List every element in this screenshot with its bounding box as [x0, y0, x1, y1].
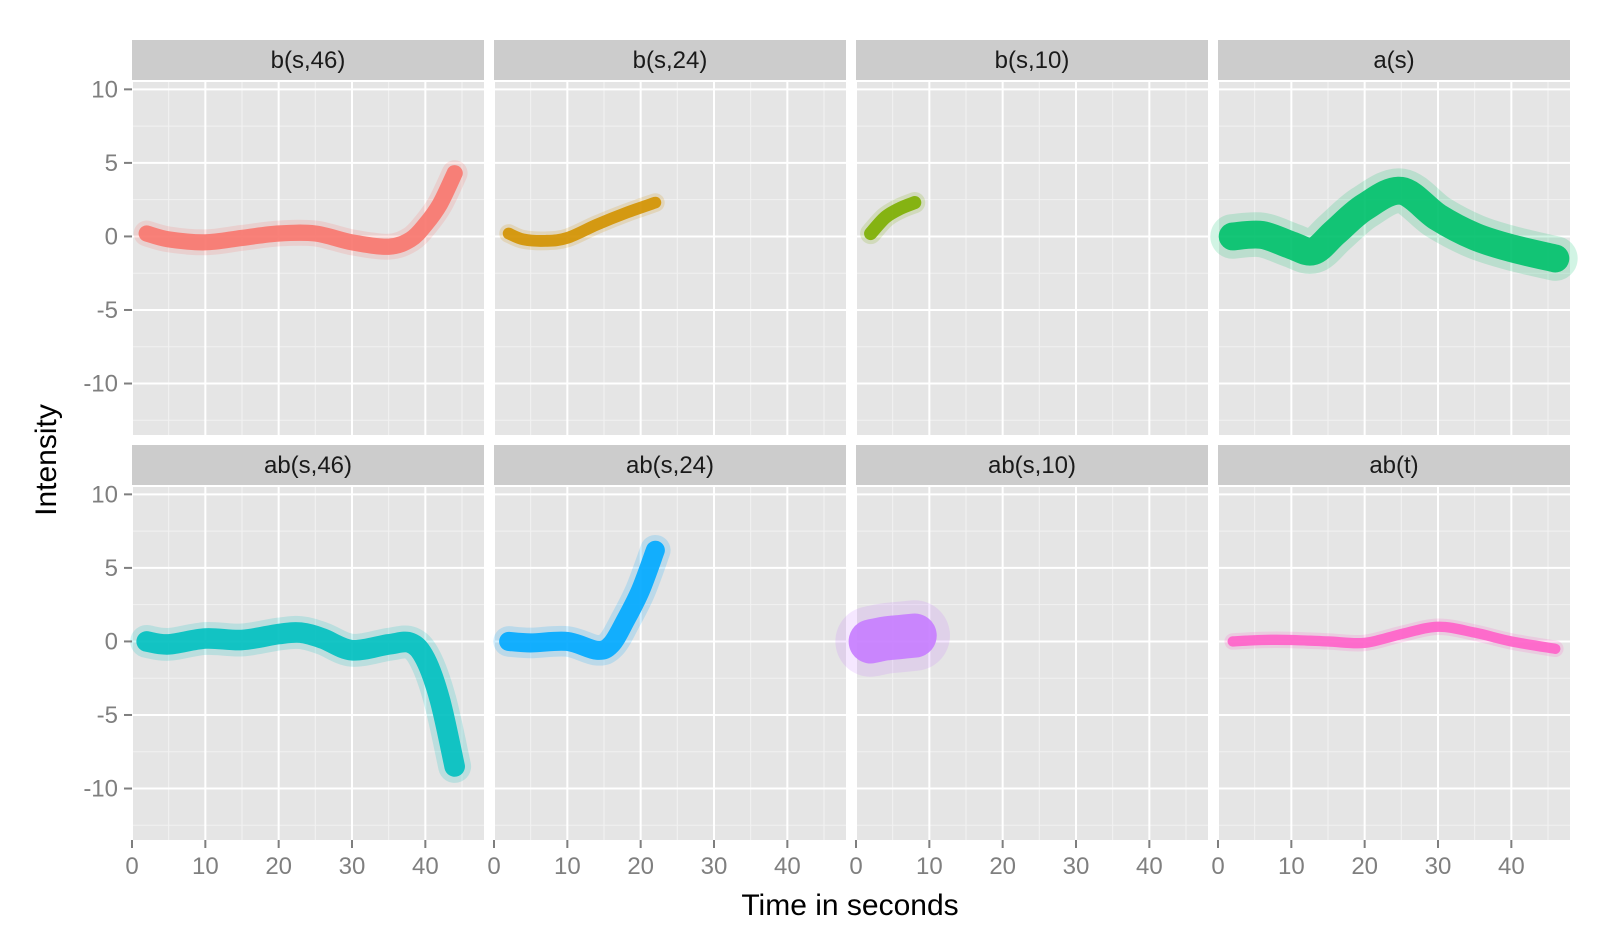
y-tick-label: 0 [105, 223, 118, 250]
x-tick-label: 20 [627, 853, 654, 880]
panel-strip-label: ab(s,10) [988, 452, 1076, 479]
panel-grid [1217, 487, 1570, 840]
panel: ab(t) 0 10 20 30 40 [1211, 445, 1570, 880]
panel-background [132, 82, 484, 435]
x-tick-label: 10 [916, 853, 943, 880]
panel: ab(s,46) 10 5 0 -5 -10 0 10 20 30 40 [83, 445, 484, 880]
series-line [1218, 176, 1570, 273]
panel-strip-label: b(s,10) [995, 47, 1070, 74]
x-tick-label: 40 [774, 853, 801, 880]
y-tick-label: 10 [91, 76, 118, 103]
x-tick-label: 0 [125, 853, 138, 880]
series-line [499, 540, 665, 660]
panel-grid [855, 82, 1208, 435]
panel-strip [494, 40, 846, 80]
panel: b(s,10) [855, 40, 1208, 435]
x-tick-label: 40 [1498, 853, 1525, 880]
series-line [848, 613, 937, 664]
y-tick-label: 5 [105, 555, 118, 582]
x-axis-title: Time in seconds [741, 889, 958, 922]
series-line [138, 165, 463, 255]
x-tick-label: 10 [192, 853, 219, 880]
panel-background [494, 82, 846, 435]
x-tick-label: 30 [1425, 853, 1452, 880]
x-tick-label: 20 [265, 853, 292, 880]
panel-strip-label: a(s) [1373, 47, 1414, 74]
panel-background [856, 82, 1208, 435]
series-line [1227, 621, 1561, 654]
panel-strip-label: b(s,46) [271, 47, 346, 74]
y-tick-label: -5 [97, 297, 118, 324]
panel-strip [856, 445, 1208, 485]
panel-strip [1218, 40, 1570, 80]
panel-grid [855, 487, 1208, 840]
x-tick-label: 30 [1063, 853, 1090, 880]
y-axis-title: Intensity [30, 404, 63, 516]
series-line [136, 622, 465, 777]
y-tick-label: -10 [83, 776, 118, 803]
panel-strip-label: b(s,24) [633, 47, 708, 74]
x-tick-label: 0 [1211, 853, 1224, 880]
series-line [864, 196, 922, 241]
panel: ab(s,10) 0 10 20 30 40 [835, 445, 1208, 880]
panel: b(s,46) 10 5 0 -5 -10 [83, 40, 484, 435]
x-tick-label: 40 [412, 853, 439, 880]
x-tick-label: 0 [849, 853, 862, 880]
panel-strip-label: ab(t) [1369, 452, 1418, 479]
y-tick-label: 0 [105, 628, 118, 655]
y-tick-label: 10 [91, 481, 118, 508]
panel-background [1218, 487, 1570, 840]
x-tick-label: 0 [487, 853, 500, 880]
panel-strip [856, 40, 1208, 80]
panel-strip [494, 445, 846, 485]
panel-grid [131, 82, 484, 435]
panel-grid [493, 487, 846, 840]
panel-strip [1218, 445, 1570, 485]
panel-background [494, 487, 846, 840]
panel-grid [493, 82, 846, 435]
panel: b(s,24) [493, 40, 846, 435]
y-tick-label: -5 [97, 702, 118, 729]
x-tick-label: 20 [989, 853, 1016, 880]
panel-strip-label: ab(s,46) [264, 452, 352, 479]
panel-strip-label: ab(s,24) [626, 452, 714, 479]
panel-strip [132, 445, 484, 485]
x-tick-label: 10 [1278, 853, 1305, 880]
panel-strip [132, 40, 484, 80]
x-tick-label: 40 [1136, 853, 1163, 880]
panel: ab(s,24) 0 10 20 30 40 [487, 445, 846, 880]
series-line [502, 196, 662, 247]
panel: a(s) [1210, 40, 1578, 435]
x-tick-label: 10 [554, 853, 581, 880]
x-tick-label: 30 [701, 853, 728, 880]
x-tick-label: 20 [1351, 853, 1378, 880]
y-tick-label: 5 [105, 150, 118, 177]
x-tick-label: 30 [339, 853, 366, 880]
y-tick-label: -10 [83, 371, 118, 398]
panels-group: b(s,46) 10 5 0 -5 -10 b(s,24) b(s,10) a(s) ab(s,4… [83, 40, 1578, 880]
